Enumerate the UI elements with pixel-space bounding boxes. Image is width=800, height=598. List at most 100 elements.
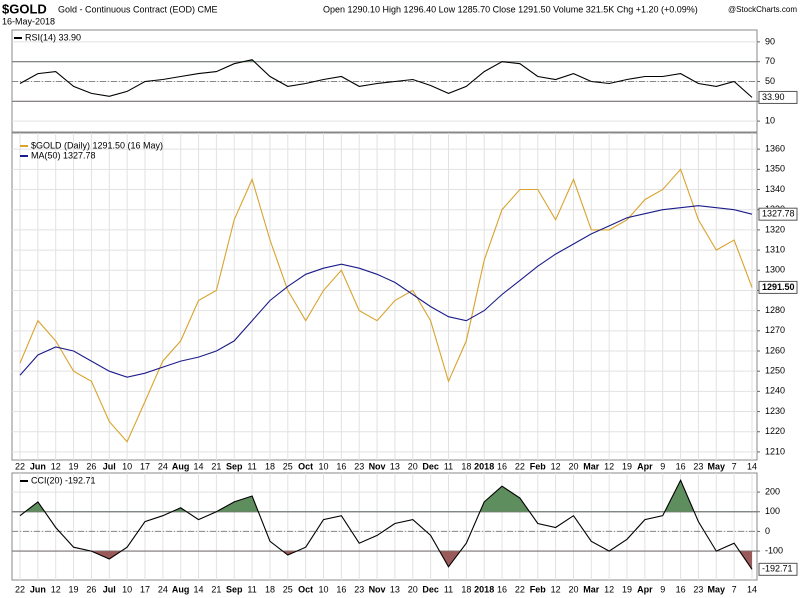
x-tick-label: Oct xyxy=(298,461,313,471)
y-tick-label: 1270 xyxy=(765,325,785,335)
x-tick-label: 20 xyxy=(408,584,418,594)
x-tick-label: Apr xyxy=(637,461,653,471)
x-tick-label: 16 xyxy=(676,461,686,471)
last-value-label: -192.71 xyxy=(762,564,793,574)
y-tick-label: 1260 xyxy=(765,345,785,355)
last-value-tag xyxy=(758,207,798,221)
x-tick-label: 26 xyxy=(86,584,96,594)
x-tick-label: 16 xyxy=(336,461,346,471)
x-tick-label: Feb xyxy=(530,461,547,471)
y-tick-label: 1340 xyxy=(765,184,785,194)
x-tick-label: 7 xyxy=(732,461,737,471)
x-tick-label: 14 xyxy=(747,584,757,594)
x-tick-label: Jul xyxy=(103,461,116,471)
x-tick-label: 9 xyxy=(660,461,665,471)
x-tick-label: 23 xyxy=(693,461,703,471)
y-tick-label: 1230 xyxy=(765,406,785,416)
x-tick-label: 12 xyxy=(604,461,614,471)
x-tick-label: 10 xyxy=(319,584,329,594)
x-tick-label: Jul xyxy=(103,584,116,594)
y-tick-label: 100 xyxy=(765,506,780,516)
x-tick-label: 23 xyxy=(354,584,364,594)
y-tick-label: -100 xyxy=(765,545,783,555)
x-tick-label: 12 xyxy=(551,584,561,594)
instrument-name: Gold - Continuous Contract (EOD) CME xyxy=(58,4,218,14)
last-value-label: 1291.50 xyxy=(762,282,795,292)
x-tick-label: 18 xyxy=(461,584,471,594)
x-tick-label: 22 xyxy=(515,584,525,594)
x-tick-label: 12 xyxy=(604,584,614,594)
x-tick-label: 10 xyxy=(122,461,132,471)
x-tick-label: 16 xyxy=(336,584,346,594)
x-tick-label: 22 xyxy=(15,584,25,594)
x-tick-label: 22 xyxy=(15,461,25,471)
x-tick-label: 12 xyxy=(51,584,61,594)
x-tick-label: 2018 xyxy=(474,461,494,471)
x-tick-label: 19 xyxy=(622,584,632,594)
series-line xyxy=(19,59,753,98)
x-tick-label: 17 xyxy=(140,461,150,471)
x-tick-label: 10 xyxy=(319,461,329,471)
x-tick-label: 17 xyxy=(140,584,150,594)
x-tick-label: Mar xyxy=(583,584,600,594)
x-tick-label: 11 xyxy=(247,461,256,471)
x-tick-label: 19 xyxy=(622,461,632,471)
x-tick-label: 9 xyxy=(660,584,665,594)
x-tick-label: Aug xyxy=(172,461,190,471)
y-tick-label: 70 xyxy=(765,56,775,66)
x-tick-label: 21 xyxy=(211,461,221,471)
x-tick-label: Jun xyxy=(30,461,46,471)
x-tick-label: 18 xyxy=(265,461,275,471)
x-tick-label: Nov xyxy=(369,461,386,471)
source: @StockCharts.com xyxy=(728,5,797,14)
y-tick-label: 1240 xyxy=(765,386,785,396)
x-tick-label: Feb xyxy=(530,584,547,594)
legend-label: $GOLD (Daily) 1291.50 (16 May) xyxy=(31,140,163,150)
y-tick-label: 0 xyxy=(765,526,770,536)
symbol: $GOLD xyxy=(2,1,47,16)
x-tick-label: 26 xyxy=(86,461,96,471)
y-tick-label: 1320 xyxy=(765,224,785,234)
y-tick-label: 1350 xyxy=(765,164,785,174)
x-tick-label: 11 xyxy=(444,584,453,594)
x-tick-label: 16 xyxy=(497,461,507,471)
y-tick-label: 10 xyxy=(765,115,775,125)
x-tick-label: Aug xyxy=(172,584,190,594)
y-tick-label: 1310 xyxy=(765,244,785,254)
series-line xyxy=(19,168,753,443)
x-tick-label: 13 xyxy=(390,461,400,471)
x-tick-label: 10 xyxy=(122,584,132,594)
x-tick-label: 24 xyxy=(158,461,168,471)
last-value-label: 33.90 xyxy=(762,92,785,102)
x-tick-label: 12 xyxy=(551,461,561,471)
x-tick-label: 23 xyxy=(693,584,703,594)
x-tick-label: May xyxy=(708,461,726,471)
y-tick-label: 1210 xyxy=(765,446,785,456)
series-line xyxy=(19,479,753,570)
x-tick-label: Mar xyxy=(583,461,600,471)
x-tick-label: 11 xyxy=(247,584,256,594)
y-tick-label: 200 xyxy=(765,486,780,496)
x-tick-label: Dec xyxy=(422,584,439,594)
legend-label: CCI(20) -192.71 xyxy=(31,475,96,485)
y-tick-label: 1300 xyxy=(765,265,785,275)
x-tick-label: 18 xyxy=(265,584,275,594)
x-tick-label: 24 xyxy=(158,584,168,594)
x-tick-label: May xyxy=(708,584,726,594)
y-tick-label: 1250 xyxy=(765,366,785,376)
x-tick-label: 20 xyxy=(568,461,578,471)
last-value-label: 1327.78 xyxy=(762,209,795,219)
x-tick-label: 22 xyxy=(515,461,525,471)
x-tick-label: 21 xyxy=(211,584,221,594)
x-tick-label: 25 xyxy=(283,461,293,471)
date: 16-May-2018 xyxy=(2,16,55,26)
x-tick-label: Apr xyxy=(637,584,653,594)
legend-label: RSI(14) 33.90 xyxy=(25,32,81,42)
x-tick-label: Jun xyxy=(30,584,46,594)
series-line xyxy=(19,205,753,378)
x-tick-label: 25 xyxy=(283,584,293,594)
last-value-tag xyxy=(758,280,798,294)
y-tick-label: 1360 xyxy=(765,144,785,154)
quote: Open 1290.10 High 1296.40 Low 1285.70 Cl… xyxy=(323,4,698,14)
